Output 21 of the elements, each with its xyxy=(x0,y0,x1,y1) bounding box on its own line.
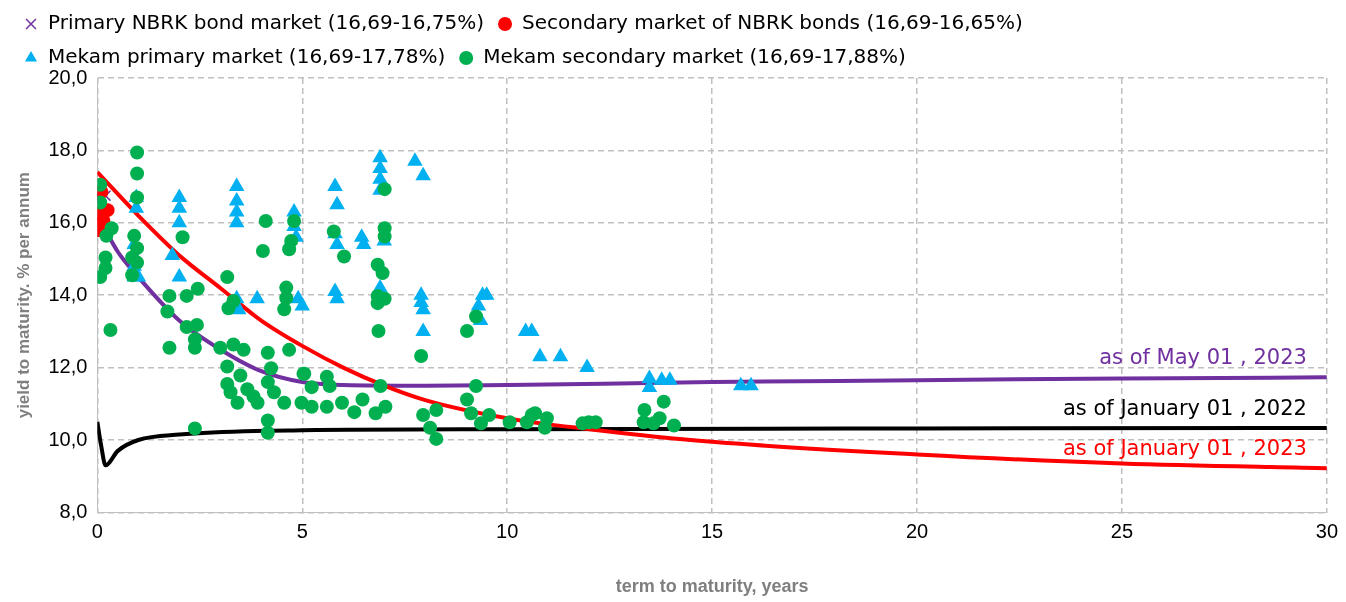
x-tick-label: 5 xyxy=(296,519,308,542)
x-axis-title: term to maturity, years xyxy=(615,576,809,597)
legend-label: Primary NBRK bond market (16,69-16,75%) xyxy=(48,10,485,35)
y-axis-title: yield to maturity. % per annum xyxy=(13,172,33,419)
series-label: as of January 01 , 2022 xyxy=(1062,396,1307,421)
y-tick-label: 18,0 xyxy=(48,137,88,160)
y-tick-label: 16,0 xyxy=(48,210,88,233)
x-tick-label: 10 xyxy=(496,519,519,542)
series-label: as of January 01 , 2023 xyxy=(1062,436,1307,461)
y-tick-label: 8,0 xyxy=(59,499,88,522)
series-label: as of May 01 , 2023 xyxy=(1099,345,1307,370)
x-tick-label: 20 xyxy=(905,519,929,542)
x-tick-label: 25 xyxy=(1110,519,1134,542)
x-tick-label: 15 xyxy=(700,519,724,542)
y-tick-label: 14,0 xyxy=(48,282,88,305)
x-tick-label: 30 xyxy=(1315,519,1338,542)
y-tick-label: 10,0 xyxy=(48,427,88,450)
legend-label: Mekam secondary market (16,69-17,88%) xyxy=(483,44,906,69)
legend-label: Secondary market of NBRK bonds (16,69-16,65%) xyxy=(522,10,1023,35)
y-tick-label: 12,0 xyxy=(48,355,88,378)
x-tick-label: 0 xyxy=(91,519,103,542)
